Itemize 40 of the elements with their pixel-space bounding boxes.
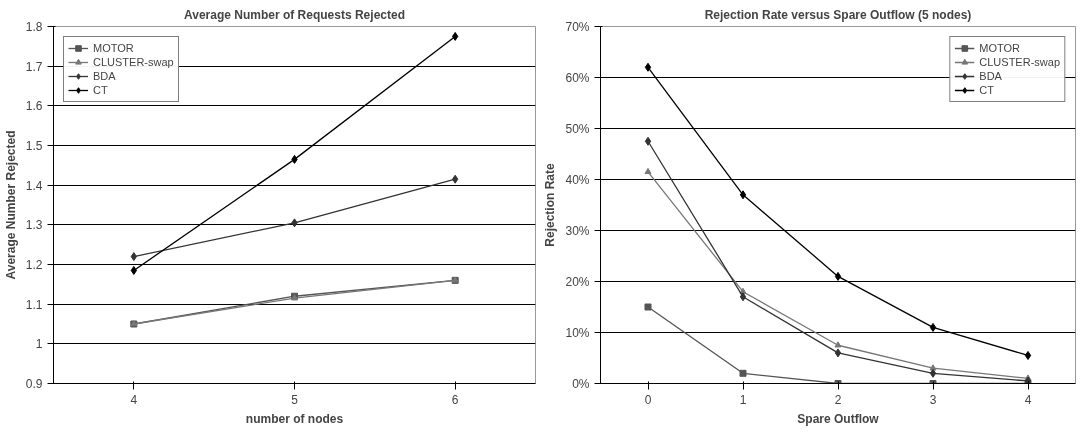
y-tick-label: 10% [565,325,590,340]
x-tick-label: 1 [739,392,747,407]
y-tick-label: 1.4 [25,178,43,193]
x-tick-label: 4 [130,392,138,407]
y-tick-label: 0.9 [25,377,43,391]
legend-label: CT [93,83,109,97]
y-tick-label: 70% [565,19,590,34]
y-tick-label: 0% [572,376,590,391]
legend-label: MOTOR [979,41,1021,55]
x-tick-label: 2 [834,392,842,407]
y-tick-label: 1.7 [25,59,43,74]
y-tick-label: 1.8 [25,20,43,34]
x-axis-title: number of nodes [245,411,344,426]
x-tick-label: 6 [451,392,459,407]
y-tick-label: 1.6 [25,99,43,114]
legend-label: BDA [93,69,116,83]
y-tick-label: 50% [565,121,590,136]
legend-label: CLUSTER-swap [979,55,1060,69]
y-tick-label: 30% [565,223,590,238]
x-tick-label: 3 [929,392,937,407]
legend-label: CLUSTER-swap [93,55,174,69]
y-tick-label: 60% [565,70,590,85]
x-tick-label: 4 [1024,392,1032,407]
y-tick-label: 1.1 [25,297,43,312]
chart-title: Rejection Rate versus Spare Outflow (5 nodes) [704,7,972,22]
y-tick-label: 1.3 [25,218,43,233]
x-tick-label: 5 [291,392,299,407]
legend-label: MOTOR [93,41,134,55]
legend-label: CT [979,83,995,97]
legend-label: BDA [979,69,1002,83]
x-axis-title: Spare Outflow [797,411,880,426]
chart-title: Average Number of Requests Rejected [184,7,405,22]
y-axis-title: Rejection Rate [543,163,558,247]
y-tick-label: 40% [565,172,590,187]
y-axis-title: Average Number Rejected [3,130,18,280]
x-tick-label: 0 [644,392,652,407]
y-tick-label: 1.2 [25,258,43,272]
y-tick-label: 1 [35,337,43,352]
y-tick-label: 20% [565,274,590,289]
y-tick-label: 1.5 [25,139,43,153]
